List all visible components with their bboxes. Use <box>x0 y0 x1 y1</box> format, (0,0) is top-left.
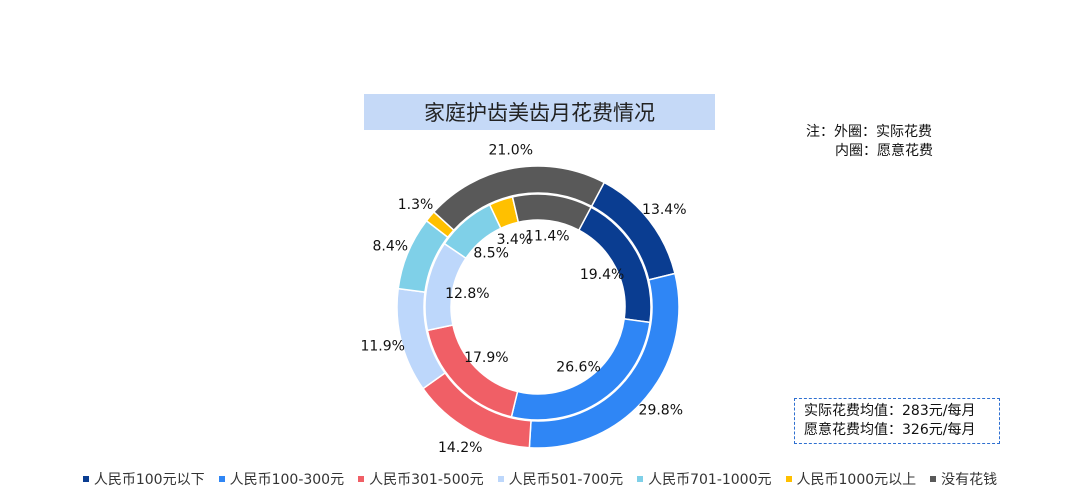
legend: 人民币100元以下 人民币100-300元 人民币301-500元 人民币501-70… <box>0 469 1080 489</box>
legend-swatch <box>637 476 644 482</box>
inner-data-label-0: 19.4% <box>580 267 624 283</box>
inner-data-label-3: 12.8% <box>445 286 489 302</box>
legend-item-3: 人民币501-700元 <box>497 469 624 489</box>
inner-ring-slice-6 <box>511 193 593 232</box>
legend-item-0: 人民币100元以下 <box>82 469 205 489</box>
outer-ring-slice-1 <box>528 272 680 449</box>
legend-swatch <box>218 476 225 482</box>
inner-data-label-6: 11.4% <box>525 229 569 245</box>
outer-ring-slice-6 <box>432 165 606 232</box>
ring-note: 注：外圈：实际花费 内圈：愿意花费 <box>806 123 933 161</box>
legend-label: 人民币100-300元 <box>229 472 345 488</box>
outer-data-label-3: 11.9% <box>360 339 404 355</box>
chart-title: 家庭护齿美齿月花费情况 <box>364 94 715 130</box>
legend-swatch <box>785 476 792 482</box>
legend-label: 没有花钱 <box>941 472 998 488</box>
inner-data-label-1: 26.6% <box>556 359 600 375</box>
legend-item-4: 人民币701-1000元 <box>637 469 772 489</box>
chart-title-text: 家庭护齿美齿月花费情况 <box>424 101 655 125</box>
outer-data-label-0: 13.4% <box>642 202 686 218</box>
outer-data-label-6: 21.0% <box>489 142 533 158</box>
legend-label: 人民币501-700元 <box>508 472 624 488</box>
outer-data-label-5: 1.3% <box>398 197 434 213</box>
legend-item-6: 没有花钱 <box>930 469 997 489</box>
average-willing: 愿意花费均值：326元/每月 <box>804 422 976 438</box>
inner-data-label-5: 3.4% <box>497 232 533 248</box>
note-inner: 内圈：愿意花费 <box>835 143 933 159</box>
note-outer: 注：外圈：实际花费 <box>806 124 932 140</box>
outer-data-label-2: 14.2% <box>438 440 482 456</box>
inner-data-label-4: 8.5% <box>473 245 509 261</box>
legend-item-5: 人民币1000元以上 <box>785 469 917 489</box>
outer-data-label-4: 8.4% <box>372 239 408 255</box>
legend-swatch <box>82 476 89 482</box>
legend-label: 人民币701-1000元 <box>648 472 772 488</box>
legend-swatch <box>497 476 504 482</box>
legend-item-2: 人民币301-500元 <box>358 469 484 489</box>
legend-swatch <box>358 476 365 482</box>
legend-label: 人民币301-500元 <box>369 472 484 488</box>
legend-label: 人民币100元以下 <box>93 472 205 488</box>
legend-item-1: 人民币100-300元 <box>218 469 345 489</box>
average-box: 实际花费均值：283元/每月 愿意花费均值：326元/每月 <box>794 398 1000 444</box>
legend-swatch <box>930 476 937 482</box>
average-actual: 实际花费均值：283元/每月 <box>804 403 976 419</box>
inner-data-label-2: 17.9% <box>464 350 508 366</box>
legend-label: 人民币1000元以上 <box>796 472 917 488</box>
outer-data-label-1: 29.8% <box>639 403 683 419</box>
